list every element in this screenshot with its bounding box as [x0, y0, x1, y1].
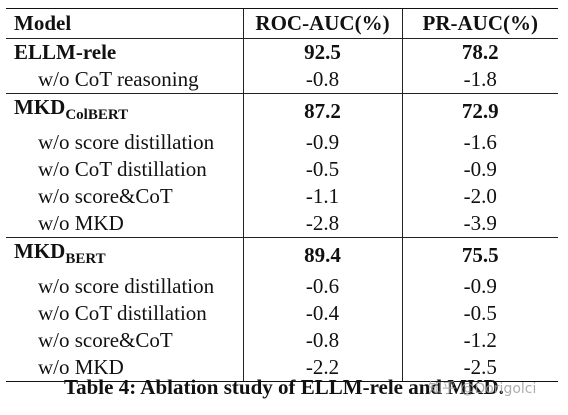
- ablation-label: w/o score&CoT: [38, 184, 173, 208]
- roc-auc-delta: -1.1: [242, 183, 402, 210]
- ablation-label: w/o CoT distillation: [38, 301, 207, 325]
- pr-auc-value: 72.9: [401, 93, 558, 129]
- roc-auc-delta: -0.9: [242, 129, 402, 156]
- pr-auc-delta: -0.9: [401, 273, 558, 300]
- roc-auc-value: 89.4: [242, 237, 402, 273]
- table-row-ablation: w/o score&CoT -0.8 -1.2: [6, 327, 558, 354]
- pr-auc-delta: -3.9: [401, 210, 558, 238]
- table-row-ablation: w/o CoT distillation -0.4 -0.5: [6, 300, 558, 327]
- table-row-ablation: w/o score distillation -0.9 -1.6: [6, 129, 558, 156]
- table-row-ablation: w/o score&CoT -1.1 -2.0: [6, 183, 558, 210]
- ablation-label: w/o MKD: [38, 211, 124, 235]
- pr-auc-value: 75.5: [401, 237, 558, 273]
- pr-auc-delta: -0.9: [401, 156, 558, 183]
- results-table-container: Model ROC-AUC(%) PR-AUC(%) ELLM-rele 92.5…: [6, 8, 558, 382]
- pr-auc-delta: -0.5: [401, 300, 558, 327]
- pr-auc-delta: -1.2: [401, 327, 558, 354]
- roc-auc-delta: -0.5: [242, 156, 402, 183]
- roc-auc-value: 87.2: [242, 93, 402, 129]
- ablation-label: w/o score distillation: [38, 274, 215, 298]
- table-header-row: Model ROC-AUC(%) PR-AUC(%): [6, 8, 558, 39]
- roc-auc-delta: -0.8: [242, 327, 402, 354]
- ablation-label: w/o score distillation: [38, 130, 215, 154]
- table-row-model: ELLM-rele 92.5 78.2: [6, 38, 558, 66]
- table-row-ablation: w/o MKD -2.2 -2.5: [6, 354, 558, 382]
- table-row-ablation: w/o score distillation -0.6 -0.9: [6, 273, 558, 300]
- model-name: MKD: [14, 95, 66, 119]
- model-name-cell: ELLM-rele: [6, 38, 243, 66]
- roc-auc-delta: -2.8: [242, 210, 402, 238]
- pr-auc-delta: -1.6: [401, 129, 558, 156]
- header-roc-auc: ROC-AUC(%): [242, 8, 402, 39]
- model-name: ELLM-rele: [14, 40, 117, 64]
- header-pr-auc: PR-AUC(%): [401, 8, 558, 39]
- table-row-ablation: w/o CoT reasoning -0.8 -1.8: [6, 66, 558, 94]
- ablation-label: w/o score&CoT: [38, 328, 173, 352]
- table-row-ablation: w/o CoT distillation -0.5 -0.9: [6, 156, 558, 183]
- model-name-cell: MKDColBERT: [6, 93, 243, 129]
- ablation-table: Model ROC-AUC(%) PR-AUC(%) ELLM-rele 92.5…: [6, 8, 558, 382]
- pr-auc-delta: -2.5: [401, 354, 558, 382]
- pr-auc-value: 78.2: [401, 38, 558, 66]
- pr-auc-delta: -2.0: [401, 183, 558, 210]
- roc-auc-delta: -0.8: [242, 66, 402, 94]
- model-name-subscript: BERT: [65, 251, 106, 267]
- roc-auc-delta: -0.4: [242, 300, 402, 327]
- pr-auc-delta: -1.8: [401, 66, 558, 94]
- roc-auc-delta: -0.6: [242, 273, 402, 300]
- model-name-cell: MKDBERT: [6, 237, 243, 273]
- watermark-text: 知乎 @Dorigolci: [428, 381, 537, 397]
- ablation-label: w/o MKD: [6, 354, 243, 382]
- model-name-subscript: ColBERT: [65, 107, 129, 123]
- table-row-model: MKDBERT 89.4 75.5: [6, 237, 558, 273]
- ablation-label: w/o CoT reasoning: [38, 67, 199, 91]
- table-row-ablation: w/o MKD -2.8 -3.9: [6, 210, 558, 238]
- roc-auc-delta: -2.2: [242, 354, 402, 382]
- table-row-model: MKDColBERT 87.2 72.9: [6, 93, 558, 129]
- table-caption: Table 4: Ablation study of ELLM-rele and…: [64, 375, 504, 399]
- roc-auc-value: 92.5: [242, 38, 402, 66]
- header-model: Model: [6, 8, 243, 39]
- ablation-label: w/o CoT distillation: [38, 157, 207, 181]
- table-body: ELLM-rele 92.5 78.2 w/o CoT reasoning -0.8 -1…: [6, 38, 558, 382]
- model-name: MKD: [14, 239, 66, 263]
